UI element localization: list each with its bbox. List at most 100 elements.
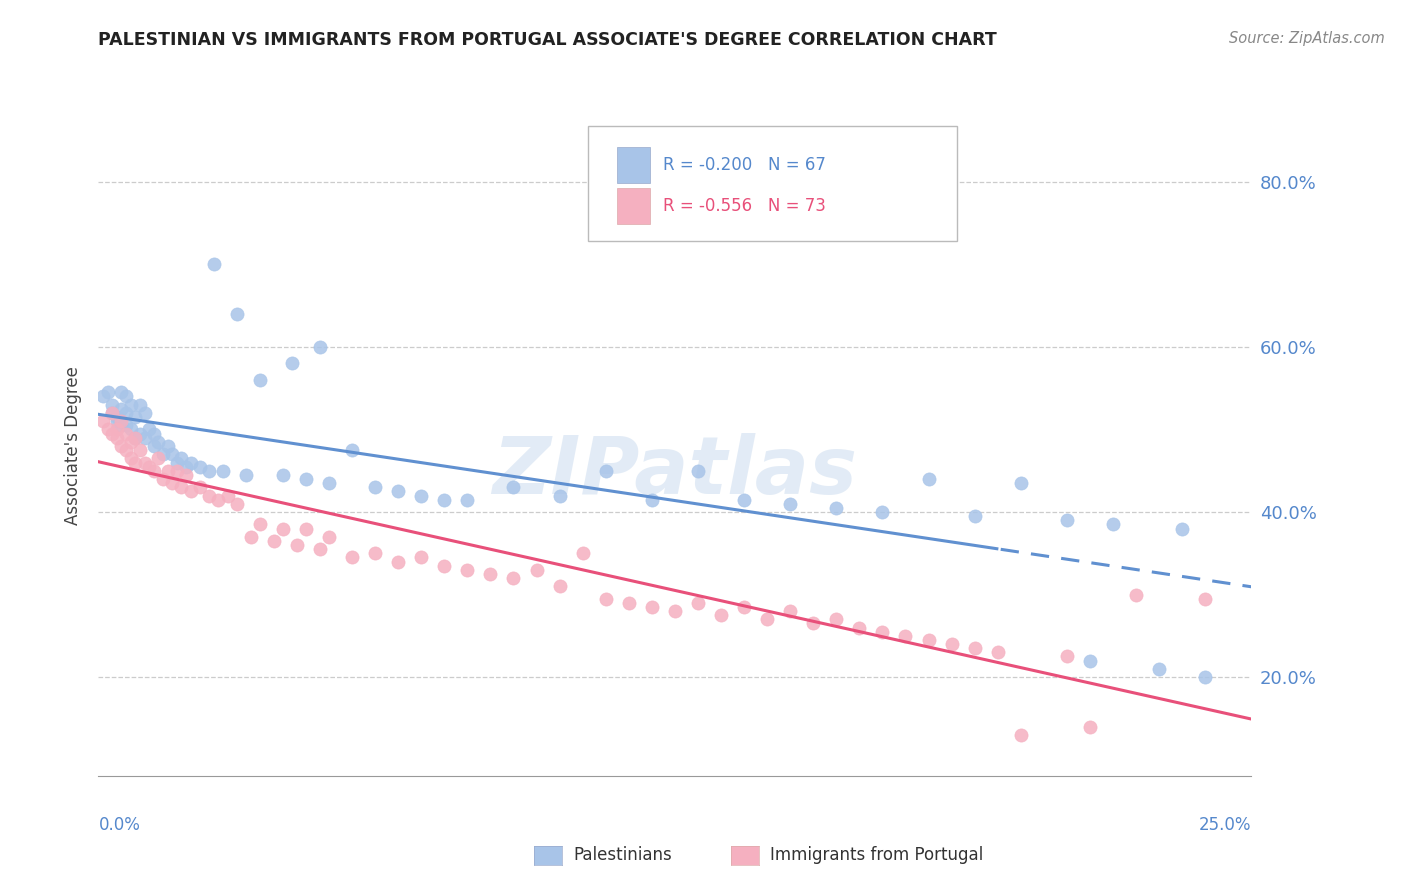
- Text: Immigrants from Portugal: Immigrants from Portugal: [770, 846, 984, 863]
- Point: [180, 456, 202, 470]
- Text: Source: ZipAtlas.com: Source: ZipAtlas.com: [1229, 31, 1385, 46]
- Point: [249, 373, 271, 387]
- Point: [115, 406, 138, 420]
- Point: [120, 434, 142, 449]
- Point: [110, 414, 132, 428]
- Point: [110, 418, 132, 433]
- Point: [295, 521, 318, 535]
- Point: [188, 459, 211, 474]
- Point: [641, 492, 664, 507]
- Point: [115, 443, 138, 458]
- Point: [105, 431, 128, 445]
- Point: [571, 546, 593, 560]
- Point: [124, 431, 146, 445]
- Point: [166, 464, 188, 478]
- Point: [129, 398, 152, 412]
- Point: [124, 456, 146, 470]
- Point: [152, 472, 174, 486]
- Point: [340, 443, 363, 458]
- Point: [134, 431, 156, 445]
- Point: [134, 456, 156, 470]
- Point: [308, 340, 330, 354]
- Point: [779, 497, 801, 511]
- Point: [101, 406, 124, 420]
- Point: [779, 604, 801, 618]
- Point: [364, 480, 387, 494]
- Point: [617, 596, 640, 610]
- Point: [152, 447, 174, 461]
- Point: [105, 410, 128, 425]
- Point: [308, 542, 330, 557]
- Point: [456, 492, 478, 507]
- Point: [479, 566, 502, 581]
- Point: [1010, 728, 1032, 742]
- Point: [129, 426, 152, 441]
- Point: [595, 464, 617, 478]
- Point: [217, 489, 239, 503]
- Point: [641, 599, 664, 614]
- Point: [198, 489, 221, 503]
- Point: [156, 439, 179, 453]
- Point: [963, 641, 986, 656]
- FancyBboxPatch shape: [588, 126, 957, 242]
- Point: [526, 563, 548, 577]
- Point: [595, 591, 617, 606]
- Point: [1194, 591, 1216, 606]
- Text: Palestinians: Palestinians: [574, 846, 672, 863]
- Point: [411, 550, 433, 565]
- Point: [91, 389, 114, 403]
- FancyBboxPatch shape: [617, 188, 650, 224]
- Point: [142, 439, 165, 453]
- Point: [1125, 588, 1147, 602]
- Point: [124, 410, 146, 425]
- Point: [174, 459, 197, 474]
- Point: [387, 484, 409, 499]
- Point: [411, 489, 433, 503]
- Point: [105, 423, 128, 437]
- Point: [364, 546, 387, 560]
- Point: [456, 563, 478, 577]
- Point: [1010, 476, 1032, 491]
- Point: [548, 489, 571, 503]
- Point: [686, 596, 709, 610]
- Text: 0.0%: 0.0%: [98, 816, 141, 834]
- Point: [202, 258, 225, 272]
- Point: [1056, 513, 1078, 527]
- Point: [825, 612, 848, 626]
- Point: [134, 406, 156, 420]
- Point: [142, 426, 165, 441]
- Point: [148, 434, 170, 449]
- Point: [198, 464, 221, 478]
- Point: [110, 439, 132, 453]
- Point: [160, 476, 183, 491]
- Point: [318, 530, 340, 544]
- Point: [285, 538, 308, 552]
- Point: [91, 414, 114, 428]
- Text: 25.0%: 25.0%: [1199, 816, 1251, 834]
- Point: [110, 385, 132, 400]
- Point: [138, 423, 160, 437]
- Point: [120, 398, 142, 412]
- Point: [115, 426, 138, 441]
- Point: [160, 447, 183, 461]
- Point: [987, 645, 1010, 659]
- Point: [502, 480, 524, 494]
- Point: [115, 389, 138, 403]
- Text: PALESTINIAN VS IMMIGRANTS FROM PORTUGAL ASSOCIATE'S DEGREE CORRELATION CHART: PALESTINIAN VS IMMIGRANTS FROM PORTUGAL …: [98, 31, 997, 49]
- Point: [664, 604, 686, 618]
- Point: [174, 467, 197, 482]
- Point: [387, 554, 409, 569]
- Point: [207, 492, 229, 507]
- Point: [120, 451, 142, 466]
- Point: [1078, 719, 1101, 733]
- Point: [212, 464, 235, 478]
- Point: [1194, 670, 1216, 684]
- Point: [295, 472, 318, 486]
- Point: [225, 497, 247, 511]
- Point: [281, 357, 304, 371]
- Point: [166, 456, 188, 470]
- Point: [263, 533, 285, 548]
- Point: [180, 484, 202, 499]
- Point: [825, 500, 848, 515]
- Point: [101, 406, 124, 420]
